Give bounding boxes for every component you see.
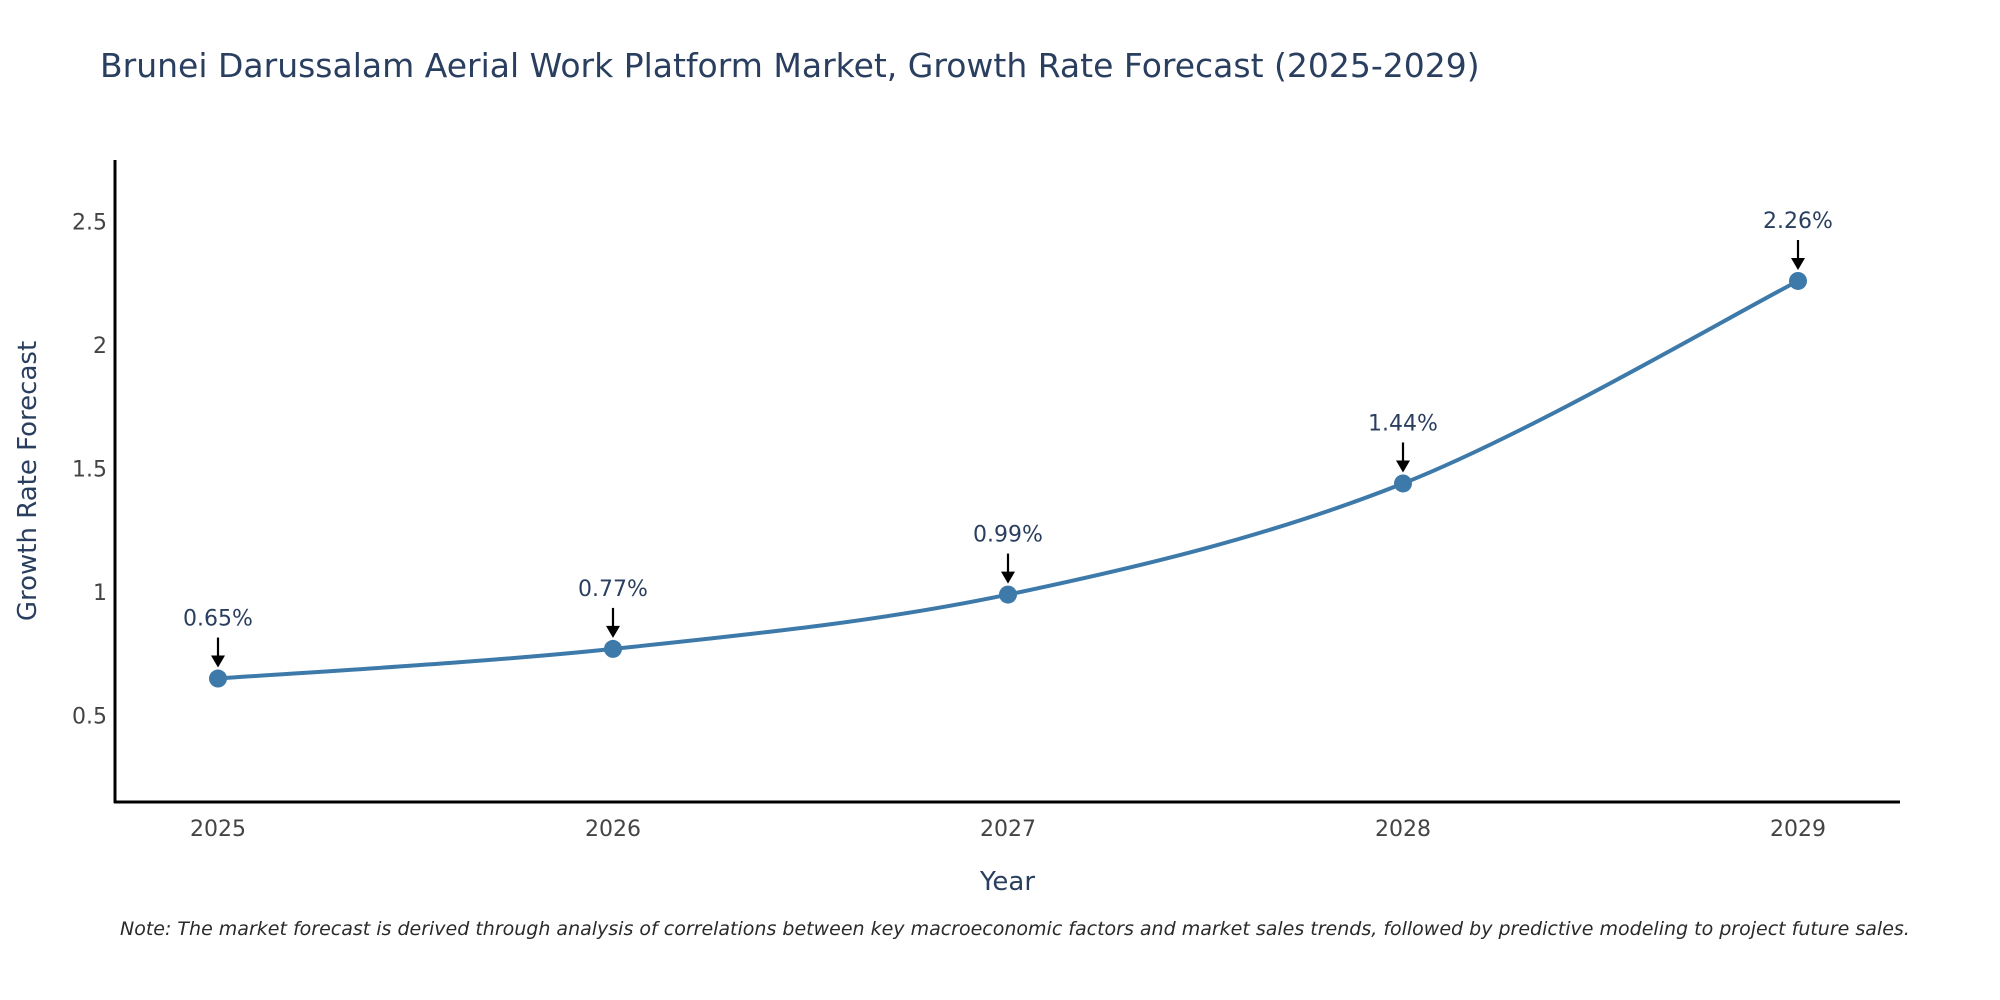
data-label: 0.99% bbox=[973, 523, 1043, 548]
data-label: 0.77% bbox=[578, 577, 648, 602]
chart-note: Note: The market forecast is derived thr… bbox=[120, 918, 1910, 940]
x-tick-label: 2028 bbox=[1375, 817, 1431, 842]
x-axis-title: Year bbox=[979, 867, 1035, 897]
y-tick-label: 1.5 bbox=[72, 458, 107, 483]
x-tick-label: 2025 bbox=[190, 817, 246, 842]
data-annotations: 0.65% 0.77% 0.99% 1.44% 2.26% bbox=[183, 209, 1833, 668]
x-tick-label: 2029 bbox=[1770, 817, 1826, 842]
x-tick-label: 2027 bbox=[980, 817, 1036, 842]
data-point bbox=[1789, 271, 1807, 290]
y-axis-title: Growth Rate Forecast bbox=[13, 341, 43, 621]
data-markers bbox=[209, 271, 1807, 688]
series-line bbox=[217, 279, 1799, 681]
data-label: 2.26% bbox=[1763, 209, 1833, 234]
chart-title: Brunei Darussalam Aerial Work Platform M… bbox=[100, 46, 1480, 85]
annotation-arrow-head bbox=[1001, 571, 1015, 584]
annotation-arrow-head bbox=[1791, 257, 1805, 270]
y-tick-label: 1 bbox=[93, 581, 107, 606]
data-point bbox=[1394, 474, 1412, 493]
y-tick-label: 2 bbox=[93, 334, 107, 359]
data-label: 0.65% bbox=[183, 607, 253, 632]
y-tick-label: 0.5 bbox=[72, 705, 107, 730]
annotation-arrow-head bbox=[1396, 460, 1410, 473]
data-label: 1.44% bbox=[1368, 411, 1438, 436]
y-axis-ticks: 0.5 1 1.5 2 2.5 bbox=[72, 211, 107, 730]
annotation-arrow-head bbox=[211, 655, 225, 668]
y-tick-label: 2.5 bbox=[72, 211, 107, 236]
data-point bbox=[209, 669, 227, 688]
x-tick-label: 2026 bbox=[585, 817, 641, 842]
data-point bbox=[999, 585, 1017, 604]
x-axis-ticks: 2025 2026 2027 2028 2029 bbox=[190, 817, 1826, 842]
annotation-arrow-head bbox=[606, 625, 620, 638]
data-point bbox=[604, 639, 622, 658]
